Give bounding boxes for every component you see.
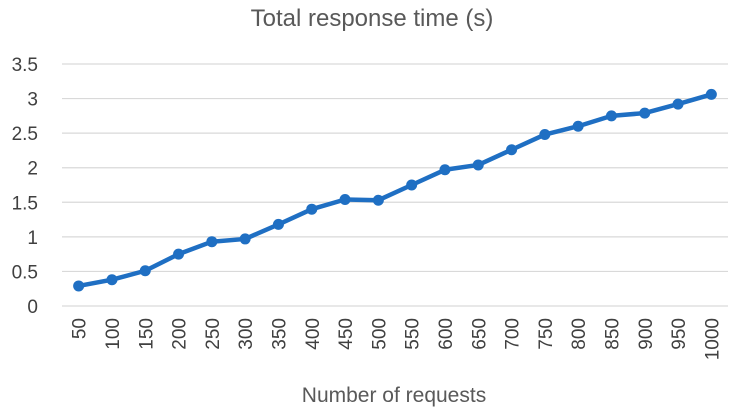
y-tick-label: 2 — [27, 159, 38, 180]
x-tick-label: 900 — [636, 318, 657, 350]
data-point — [672, 98, 684, 110]
data-point — [306, 203, 318, 215]
x-tick-label: 500 — [369, 318, 390, 350]
x-tick-label: 300 — [236, 318, 257, 350]
x-tick-label: 450 — [336, 318, 357, 350]
data-point — [206, 236, 218, 248]
y-tick-label: 1.5 — [12, 193, 38, 214]
data-point — [372, 194, 384, 206]
gridlines — [62, 63, 728, 307]
y-axis-tick-labels: 0 0.5 1 1.5 2 2.5 3 3.5 — [12, 55, 38, 318]
data-point — [605, 110, 617, 122]
y-tick-label: 1 — [27, 228, 38, 249]
x-tick-label: 150 — [136, 318, 157, 350]
x-tick-label: 850 — [602, 318, 623, 350]
data-point — [73, 280, 85, 292]
data-point — [239, 233, 251, 245]
y-tick-label: 0.5 — [12, 262, 38, 283]
data-point — [539, 129, 551, 141]
x-tick-label: 100 — [103, 318, 124, 350]
y-tick-label: 0 — [27, 297, 38, 318]
x-tick-label: 800 — [569, 318, 590, 350]
data-point — [639, 107, 651, 119]
data-point — [439, 164, 451, 176]
data-point — [506, 144, 518, 156]
x-tick-label: 350 — [269, 318, 290, 350]
data-point — [106, 274, 118, 286]
y-tick-label: 3.5 — [12, 55, 38, 76]
chart-title: Total response time (s) — [251, 5, 494, 32]
x-axis-title: Number of requests — [302, 384, 486, 407]
x-tick-label: 200 — [170, 318, 191, 350]
x-tick-label: 1000 — [702, 318, 723, 360]
series-line — [76, 92, 714, 289]
data-point — [173, 248, 185, 260]
data-point — [406, 179, 418, 191]
x-axis-tick-labels: 50 100 150 200 250 300 350 400 450 500 550 600 650 70… — [70, 318, 724, 360]
data-point — [572, 120, 584, 132]
data-point — [339, 194, 351, 206]
x-tick-label: 400 — [303, 318, 324, 350]
x-tick-label: 650 — [469, 318, 490, 350]
x-tick-label: 600 — [436, 318, 457, 350]
x-tick-label: 50 — [70, 318, 91, 339]
data-point — [272, 218, 284, 230]
x-tick-label: 550 — [403, 318, 424, 350]
data-point — [705, 88, 717, 100]
x-tick-label: 950 — [669, 318, 690, 350]
y-tick-label: 3 — [27, 90, 38, 111]
y-tick-label: 2.5 — [12, 124, 38, 145]
x-tick-label: 250 — [203, 318, 224, 350]
x-tick-label: 700 — [503, 318, 524, 350]
data-point — [139, 265, 151, 277]
series-group — [73, 88, 717, 292]
data-point — [472, 159, 484, 171]
x-tick-label: 750 — [536, 318, 557, 350]
